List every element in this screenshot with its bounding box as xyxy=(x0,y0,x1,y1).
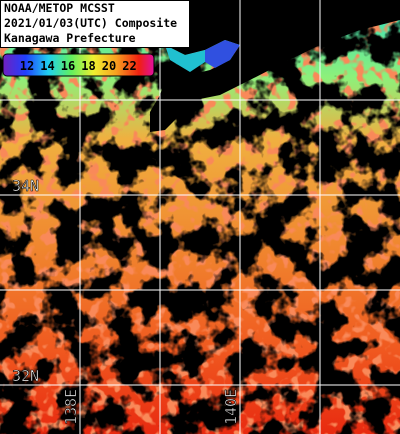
bay xyxy=(205,40,240,68)
header-line: 2021/01/03(UTC) Composite xyxy=(4,16,177,30)
colorbar-label: 22 xyxy=(122,59,136,73)
header-line: NOAA/METOP MCSST xyxy=(4,1,115,15)
colorbar-label: 18 xyxy=(81,59,95,73)
lon-label: 138E xyxy=(62,389,80,425)
colorbar-label: 16 xyxy=(61,59,75,73)
lat-label: 32N xyxy=(12,367,39,385)
colorbar-labels: 12 14 16 18 20 22 xyxy=(20,59,137,73)
colorbar-label: 20 xyxy=(102,59,116,73)
bay-edge xyxy=(165,45,205,72)
colorbar-label: 14 xyxy=(40,59,54,73)
lon-label: 140E xyxy=(222,389,240,425)
lat-label: 34N xyxy=(12,177,39,195)
land xyxy=(150,0,400,132)
header-line: Kanagawa Prefecture xyxy=(4,31,136,45)
colorbar xyxy=(2,53,155,77)
header-box xyxy=(0,0,190,48)
colorbar-label: 12 xyxy=(20,59,34,73)
